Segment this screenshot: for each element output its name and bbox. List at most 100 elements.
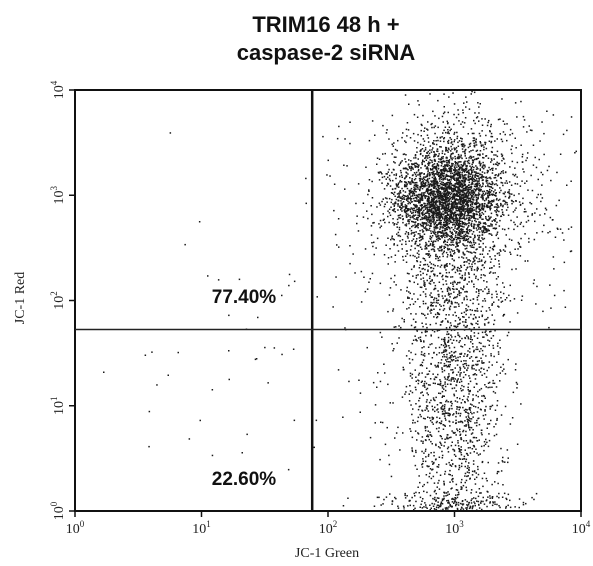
- scatter-point: [417, 216, 419, 219]
- scatter-point: [437, 172, 440, 174]
- scatter-point: [424, 283, 426, 286]
- scatter-point: [459, 415, 461, 417]
- scatter-point: [473, 405, 475, 407]
- scatter-point: [477, 363, 479, 366]
- scatter-point: [509, 128, 512, 131]
- scatter-point: [484, 164, 486, 166]
- scatter-point: [421, 148, 424, 150]
- scatter-point: [461, 197, 464, 200]
- scatter-point: [462, 210, 464, 212]
- scatter-point: [438, 383, 440, 386]
- scatter-point: [393, 326, 395, 328]
- scatter-point: [487, 191, 490, 193]
- scatter-point: [522, 168, 524, 170]
- scatter-point: [520, 144, 522, 146]
- scatter-point: [469, 452, 472, 454]
- scatter-point: [415, 188, 417, 190]
- scatter-point: [422, 394, 424, 397]
- scatter-point: [442, 404, 444, 407]
- scatter-point: [478, 326, 480, 329]
- scatter-point: [435, 216, 438, 219]
- scatter-point: [417, 168, 420, 171]
- scatter-point: [404, 393, 406, 395]
- scatter-point: [460, 266, 463, 268]
- scatter-point: [421, 172, 423, 174]
- scatter-point: [439, 474, 442, 476]
- scatter-point: [439, 215, 441, 218]
- scatter-point: [481, 179, 484, 182]
- scatter-point: [468, 178, 471, 180]
- scatter-point: [475, 203, 478, 205]
- scatter-point: [459, 366, 461, 369]
- scatter-point: [438, 249, 440, 252]
- scatter-point: [442, 165, 445, 168]
- scatter-point: [430, 209, 433, 211]
- scatter-point: [439, 223, 442, 225]
- scatter-point: [466, 203, 468, 205]
- scatter-point: [414, 177, 417, 180]
- scatter-point: [468, 426, 470, 428]
- scatter-point: [435, 167, 438, 169]
- scatter-point: [449, 207, 452, 210]
- scatter-point: [477, 473, 480, 476]
- scatter-point: [394, 202, 396, 204]
- scatter-point: [427, 455, 430, 457]
- scatter-point: [450, 186, 453, 188]
- scatter-point: [450, 171, 452, 173]
- scatter-point: [455, 390, 457, 392]
- scatter-point: [385, 173, 387, 175]
- scatter-point: [448, 379, 450, 382]
- scatter-point: [411, 163, 414, 166]
- scatter-point: [434, 125, 437, 127]
- scatter-point: [414, 164, 416, 167]
- scatter-point: [483, 449, 485, 452]
- scatter-point: [440, 178, 443, 181]
- scatter-point: [461, 173, 463, 176]
- scatter-point: [429, 149, 431, 151]
- scatter-point: [470, 499, 472, 502]
- scatter-point: [549, 216, 552, 219]
- scatter-point: [487, 192, 489, 195]
- scatter-point: [456, 406, 458, 408]
- scatter-point: [444, 153, 446, 155]
- scatter-point: [367, 193, 369, 196]
- scatter-point: [476, 299, 479, 301]
- scatter-point: [424, 427, 427, 429]
- scatter-point: [433, 173, 435, 175]
- scatter-point: [450, 350, 453, 353]
- scatter-point: [464, 212, 466, 214]
- scatter-point: [440, 192, 442, 195]
- scatter-point: [427, 218, 430, 221]
- scatter-point: [482, 242, 484, 245]
- scatter-point: [411, 358, 414, 361]
- scatter-point: [417, 165, 420, 167]
- scatter-point: [420, 135, 422, 137]
- scatter-point: [495, 278, 498, 280]
- scatter-point: [483, 190, 486, 193]
- scatter-point: [463, 297, 465, 299]
- scatter-point: [433, 316, 435, 318]
- scatter-point: [377, 171, 380, 174]
- scatter-point: [421, 364, 424, 367]
- scatter-point: [469, 446, 471, 449]
- scatter-point: [430, 296, 432, 298]
- scatter-point: [449, 170, 451, 172]
- scatter-point: [501, 460, 504, 462]
- scatter-point: [423, 182, 425, 185]
- scatter-point: [431, 270, 434, 272]
- scatter-point: [450, 488, 452, 490]
- scatter-point: [459, 239, 461, 242]
- scatter-point: [511, 200, 513, 202]
- scatter-point: [458, 232, 461, 235]
- scatter-point: [466, 409, 468, 411]
- scatter-point: [467, 350, 469, 352]
- scatter-point: [434, 264, 436, 267]
- scatter-point: [404, 184, 406, 186]
- scatter-point: [439, 245, 441, 248]
- scatter-point: [462, 251, 464, 254]
- scatter-point: [454, 174, 456, 177]
- scatter-point: [419, 286, 422, 288]
- scatter-point: [483, 194, 485, 196]
- scatter-point: [459, 185, 462, 187]
- scatter-point: [488, 201, 491, 204]
